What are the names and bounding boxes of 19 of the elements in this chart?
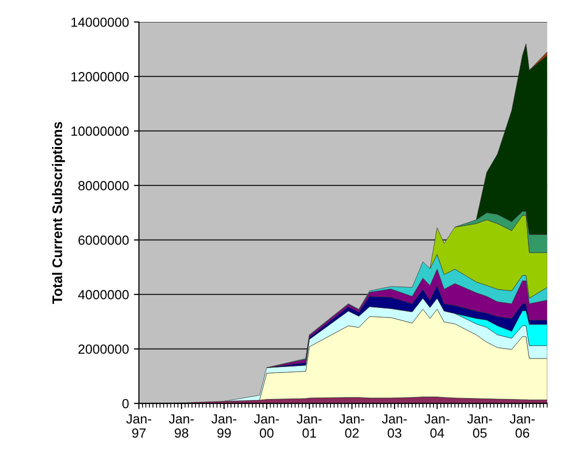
y-tick-label: 0	[122, 398, 129, 408]
y-tick-label: 6000000	[78, 236, 129, 245]
x-tick-label: Jan-97	[126, 414, 152, 438]
x-tick-label: Jan-00	[254, 414, 279, 438]
y-tick-label: 12000000	[72, 72, 129, 82]
y-tick-label: 10000000	[72, 126, 129, 136]
y-axis-title: Total Current Subscriptions	[52, 122, 65, 304]
x-tick-label: Jan-99	[211, 414, 236, 438]
x-tick-label: Jan-02	[339, 414, 364, 438]
y-tick-label: 4000000	[78, 290, 129, 300]
y-tick-label: 8000000	[78, 181, 129, 190]
y-tick-label: 2000000	[78, 344, 129, 354]
y-tick-label: 14000000	[72, 18, 129, 27]
x-tick-label: Jan-98	[168, 414, 194, 438]
x-tick-label: Jan-04	[424, 414, 450, 438]
x-tick-label: Jan-01	[296, 414, 322, 438]
x-tick-label: Jan-06	[510, 414, 535, 438]
x-tick-label: Jan-03	[382, 414, 407, 438]
x-tick-label: Jan-05	[467, 414, 492, 438]
